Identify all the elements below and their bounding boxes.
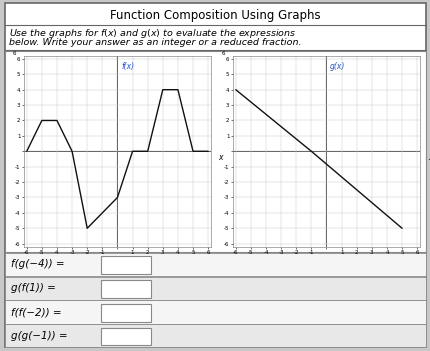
FancyBboxPatch shape: [5, 51, 425, 252]
FancyBboxPatch shape: [101, 328, 150, 345]
Text: x: x: [427, 153, 430, 163]
Text: Function Composition Using Graphs: Function Composition Using Graphs: [110, 9, 320, 22]
Text: g(x): g(x): [329, 61, 345, 71]
Text: 6: 6: [12, 51, 16, 56]
FancyBboxPatch shape: [5, 277, 425, 300]
Text: f(x): f(x): [121, 61, 134, 71]
Text: x: x: [218, 153, 223, 163]
FancyBboxPatch shape: [101, 256, 150, 274]
FancyBboxPatch shape: [5, 300, 425, 324]
Text: f(g(−4)) =: f(g(−4)) =: [11, 259, 64, 269]
Text: Use the graphs for $f(x)$ and $g(x)$ to evaluate the expressions: Use the graphs for $f(x)$ and $g(x)$ to …: [9, 27, 296, 40]
Text: g(f(1)) =: g(f(1)) =: [11, 283, 55, 293]
Text: f(f(−2)) =: f(f(−2)) =: [11, 307, 61, 317]
Text: 6: 6: [221, 51, 225, 56]
Text: below. Write your answer as an integer or a reduced fraction.: below. Write your answer as an integer o…: [9, 38, 301, 47]
Text: g(g(−1)) =: g(g(−1)) =: [11, 331, 67, 341]
FancyBboxPatch shape: [101, 280, 150, 298]
FancyBboxPatch shape: [101, 304, 150, 322]
FancyBboxPatch shape: [5, 3, 425, 347]
FancyBboxPatch shape: [5, 324, 425, 347]
FancyBboxPatch shape: [5, 253, 425, 276]
